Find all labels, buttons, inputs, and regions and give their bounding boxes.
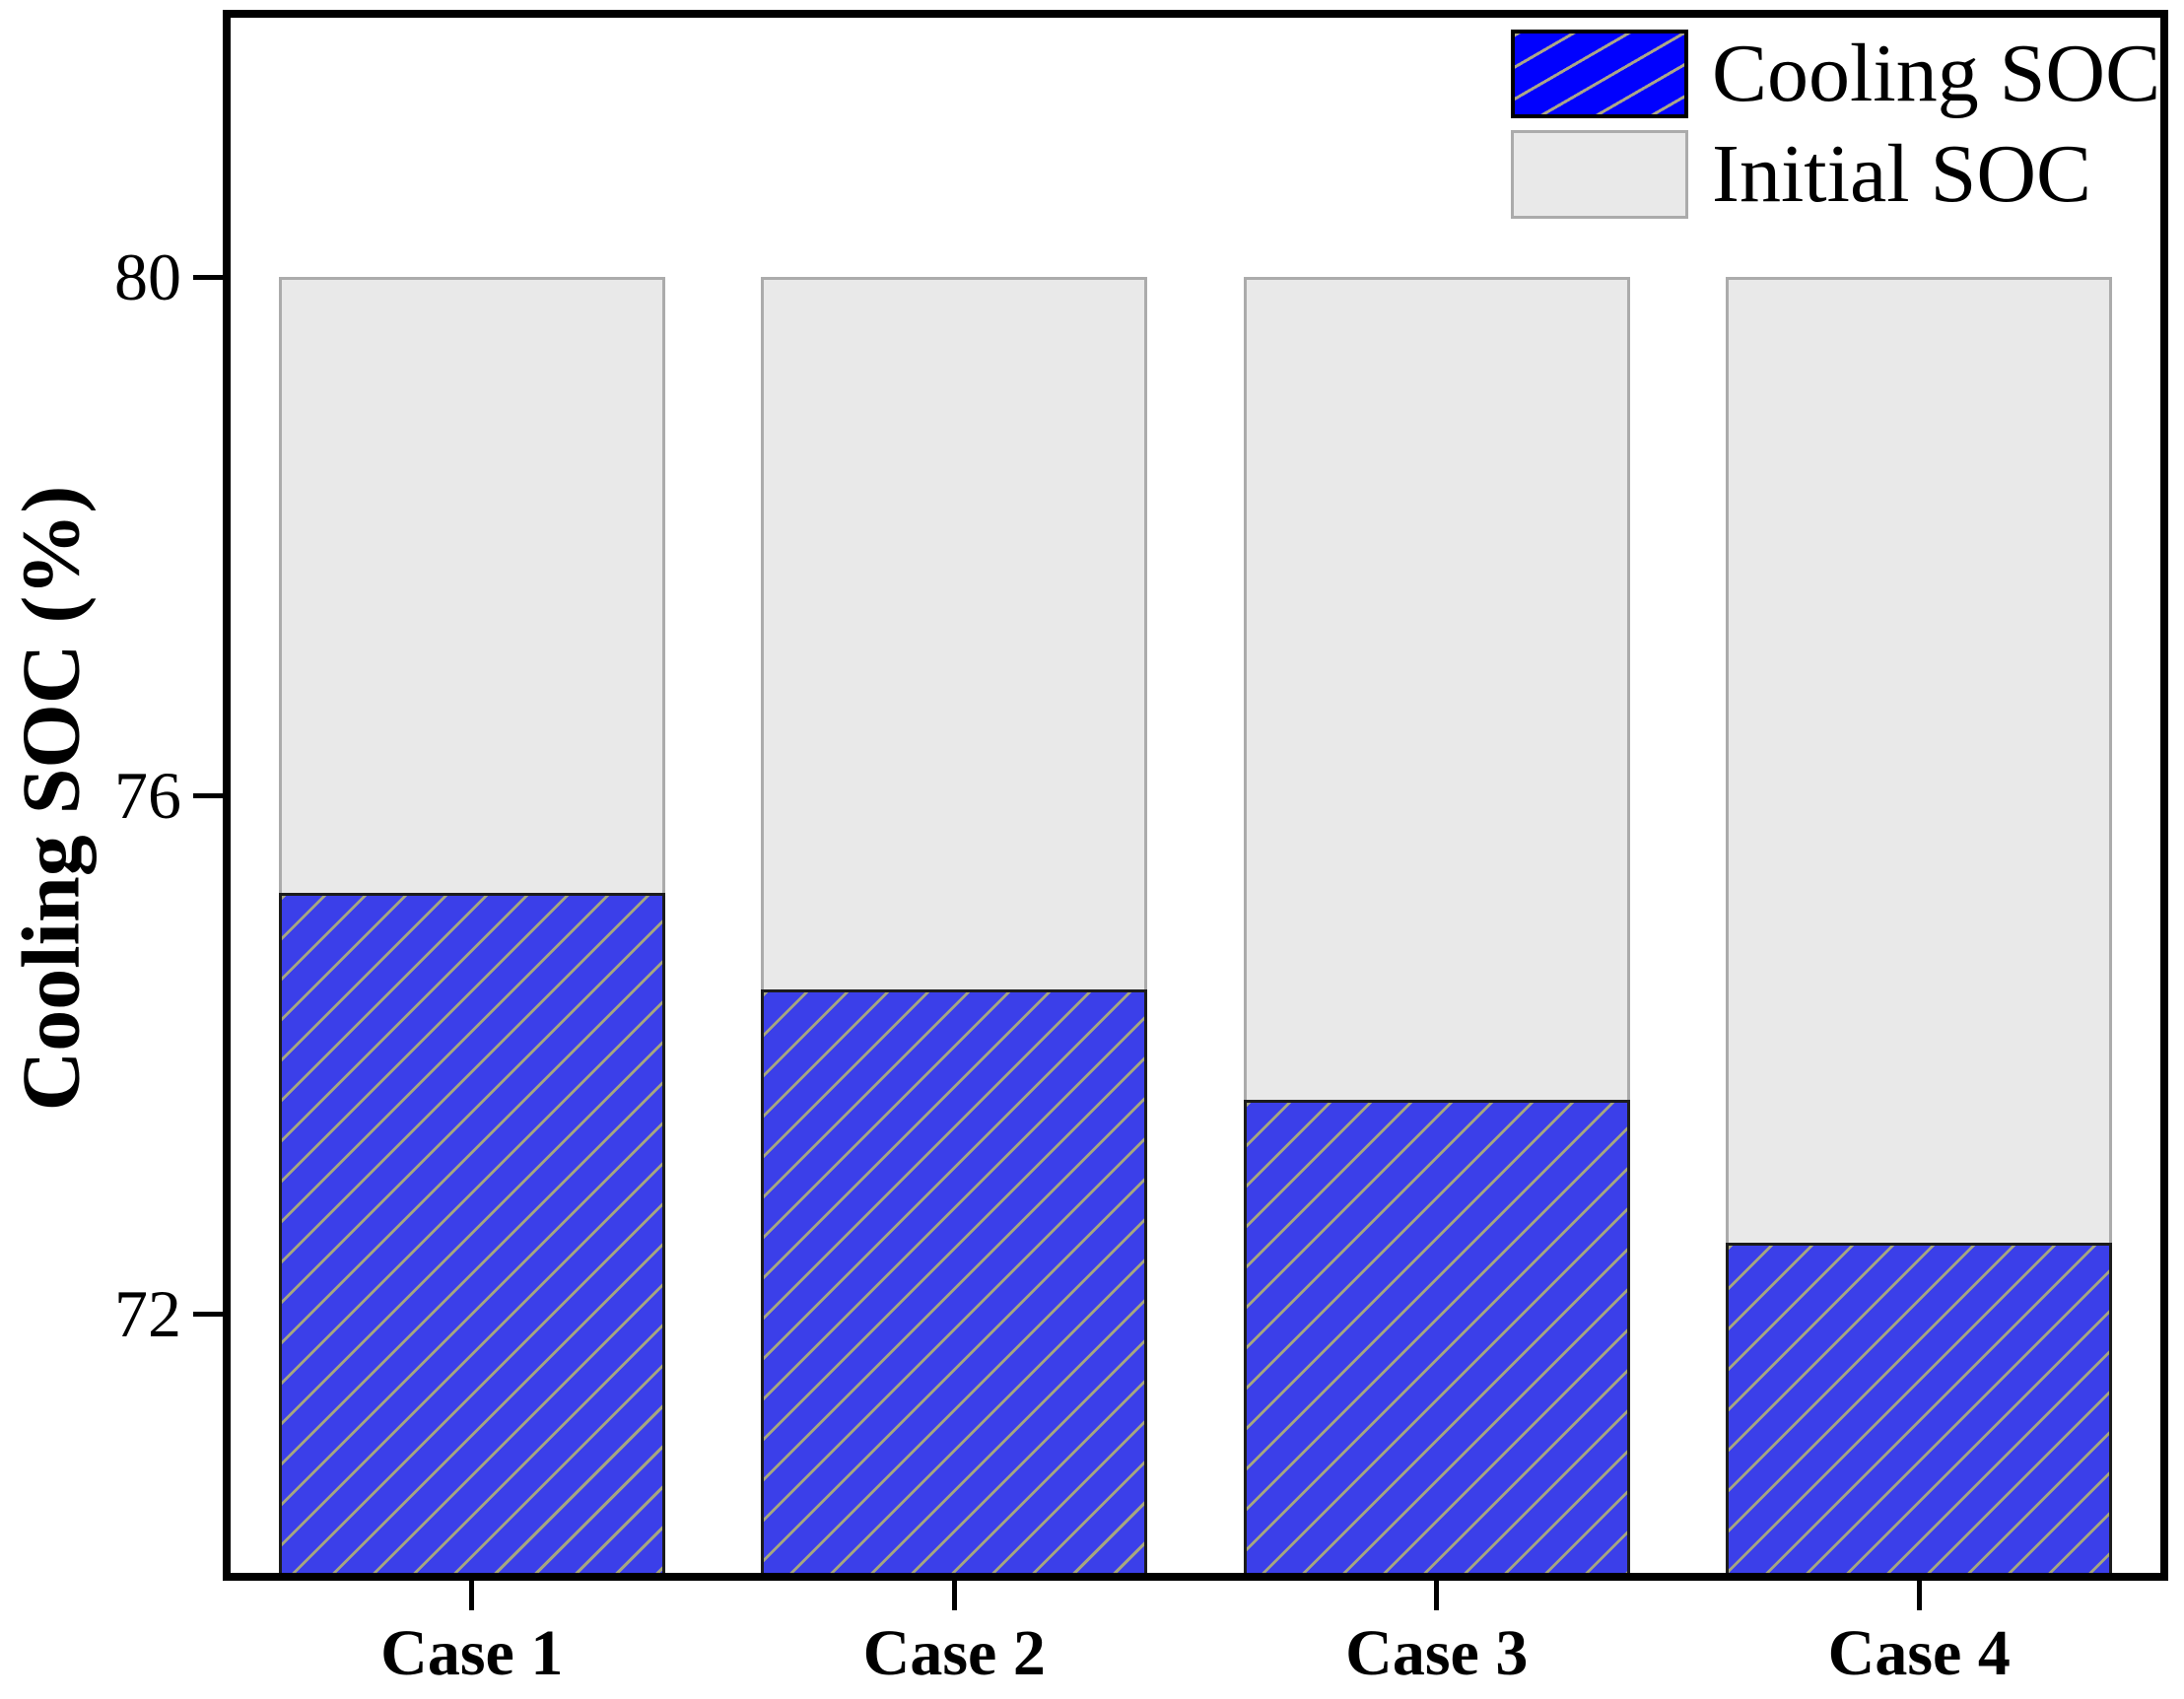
bar-initial-soc-case-2 bbox=[761, 277, 1148, 990]
y-axis-tick-76 bbox=[193, 792, 223, 798]
legend: Cooling SOC Initial SOC bbox=[1511, 30, 2160, 219]
y-axis-label-72: 72 bbox=[114, 1276, 181, 1351]
bar-initial-soc-case-1 bbox=[278, 277, 665, 893]
legend-item-initial-soc: Initial SOC bbox=[1511, 130, 2160, 219]
x-axis-tick-3 bbox=[1434, 1581, 1440, 1610]
y-axis-tick-80 bbox=[193, 274, 223, 280]
legend-swatch-initial-soc bbox=[1511, 130, 1688, 219]
legend-label-initial-soc: Initial SOC bbox=[1712, 128, 2092, 220]
bar-cooling-soc-case-1 bbox=[278, 892, 665, 1573]
bar-initial-soc-case-3 bbox=[1243, 277, 1630, 1101]
bar-cooling-soc-case-4 bbox=[1726, 1242, 2113, 1573]
x-axis-label-3: Case 3 bbox=[1345, 1617, 1529, 1689]
legend-label-cooling-soc: Cooling SOC bbox=[1712, 28, 2161, 119]
x-axis-label-1: Case 1 bbox=[380, 1617, 564, 1689]
y-axis-tick-72 bbox=[193, 1311, 223, 1317]
y-axis-label-76: 76 bbox=[114, 758, 181, 833]
x-axis-label-2: Case 2 bbox=[862, 1617, 1046, 1689]
bar-cooling-soc-case-3 bbox=[1243, 1100, 1630, 1573]
plot-area bbox=[223, 10, 2168, 1581]
bar-cooling-soc-case-2 bbox=[761, 989, 1148, 1573]
x-axis-tick-2 bbox=[951, 1581, 957, 1610]
x-axis-label-4: Case 4 bbox=[1827, 1617, 2011, 1689]
legend-swatch-cooling-soc bbox=[1511, 30, 1688, 118]
y-axis-label-80: 80 bbox=[114, 239, 181, 314]
bar-initial-soc-case-4 bbox=[1726, 277, 2113, 1243]
x-axis-tick-4 bbox=[1916, 1581, 1922, 1610]
x-axis-tick-1 bbox=[469, 1581, 475, 1610]
legend-item-cooling-soc: Cooling SOC bbox=[1511, 30, 2160, 118]
